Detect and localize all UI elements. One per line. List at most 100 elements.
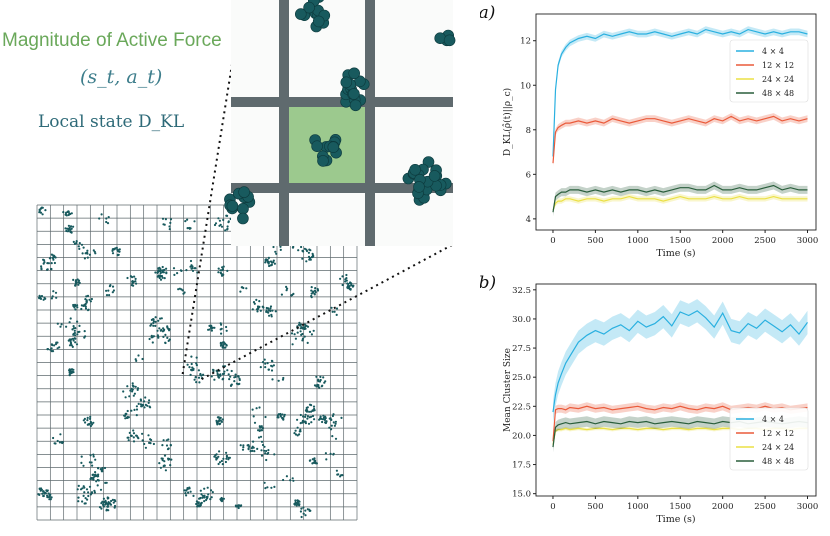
particle bbox=[217, 420, 220, 423]
particle bbox=[104, 481, 107, 484]
particle bbox=[84, 307, 88, 310]
particle bbox=[74, 280, 77, 283]
particle bbox=[200, 377, 204, 380]
particle bbox=[159, 272, 162, 275]
particle bbox=[130, 284, 133, 287]
particle bbox=[260, 440, 264, 443]
particle bbox=[301, 326, 304, 329]
particle bbox=[347, 286, 351, 289]
particle bbox=[69, 317, 72, 320]
particle bbox=[287, 210, 291, 213]
particle bbox=[211, 491, 214, 494]
particle bbox=[274, 233, 277, 236]
particle bbox=[162, 327, 165, 330]
particle bbox=[183, 489, 186, 492]
particle bbox=[89, 454, 92, 457]
particle bbox=[59, 325, 62, 328]
particle bbox=[74, 341, 77, 344]
particle bbox=[87, 423, 91, 426]
particle bbox=[272, 241, 275, 244]
particle bbox=[150, 318, 153, 321]
particle bbox=[39, 207, 43, 210]
particle bbox=[84, 305, 87, 308]
particle bbox=[311, 414, 315, 418]
inset-grid-bar bbox=[365, 0, 375, 246]
particle bbox=[104, 502, 108, 505]
particle bbox=[315, 462, 318, 465]
particle bbox=[104, 499, 107, 502]
particle bbox=[270, 359, 273, 362]
particle bbox=[88, 461, 91, 464]
particle bbox=[308, 508, 311, 511]
particle bbox=[279, 414, 282, 417]
particle bbox=[83, 336, 86, 339]
particle bbox=[342, 83, 354, 95]
particle bbox=[199, 502, 202, 505]
particle bbox=[51, 295, 54, 298]
particle bbox=[118, 248, 121, 251]
particle bbox=[282, 478, 285, 482]
particle bbox=[100, 507, 103, 510]
particle bbox=[105, 501, 108, 504]
particle bbox=[199, 373, 202, 376]
particle bbox=[69, 372, 73, 375]
particle bbox=[238, 191, 250, 204]
particle bbox=[163, 464, 166, 467]
particle bbox=[346, 286, 349, 289]
particle bbox=[220, 342, 223, 345]
particle bbox=[86, 249, 89, 252]
particle bbox=[239, 290, 242, 293]
y-tick-label: 22.5 bbox=[512, 402, 531, 412]
particle bbox=[55, 341, 58, 344]
particle bbox=[298, 504, 301, 507]
particle bbox=[143, 400, 146, 403]
particle bbox=[156, 329, 159, 332]
particle bbox=[163, 277, 166, 280]
particle bbox=[46, 494, 49, 497]
particle bbox=[210, 489, 213, 492]
particle bbox=[302, 420, 306, 423]
particle bbox=[252, 415, 255, 418]
particle bbox=[216, 370, 219, 373]
particle bbox=[271, 360, 274, 363]
legend-entry: 24 × 24 bbox=[762, 75, 794, 84]
particle bbox=[92, 476, 95, 479]
particle bbox=[159, 275, 162, 278]
particle bbox=[236, 229, 240, 232]
particle bbox=[289, 214, 292, 217]
particle bbox=[56, 341, 59, 344]
particle bbox=[439, 177, 452, 190]
particle bbox=[332, 453, 335, 456]
particle bbox=[264, 258, 267, 261]
particle bbox=[184, 489, 188, 492]
particle bbox=[161, 217, 165, 220]
particle bbox=[222, 265, 225, 268]
particle bbox=[86, 256, 89, 259]
particle bbox=[141, 403, 144, 406]
particle bbox=[434, 184, 447, 197]
particle bbox=[312, 405, 316, 408]
particle bbox=[340, 96, 352, 108]
particle bbox=[152, 442, 155, 446]
particle bbox=[272, 259, 275, 262]
particle bbox=[191, 267, 194, 270]
particle bbox=[218, 374, 221, 377]
particle bbox=[122, 390, 125, 393]
particle bbox=[101, 468, 104, 471]
particle bbox=[421, 175, 434, 188]
particle bbox=[314, 459, 317, 462]
y-tick-label: 4 bbox=[526, 215, 531, 225]
particle bbox=[221, 346, 225, 349]
inset-background bbox=[231, 0, 453, 246]
particle bbox=[277, 379, 280, 382]
particle bbox=[348, 93, 361, 106]
particle bbox=[136, 388, 139, 391]
particle bbox=[66, 227, 69, 230]
particle bbox=[334, 437, 338, 440]
particle bbox=[107, 503, 110, 506]
particle bbox=[154, 324, 157, 327]
particle bbox=[82, 304, 85, 307]
particle bbox=[243, 196, 256, 208]
particle bbox=[264, 261, 267, 264]
particle bbox=[266, 452, 269, 455]
